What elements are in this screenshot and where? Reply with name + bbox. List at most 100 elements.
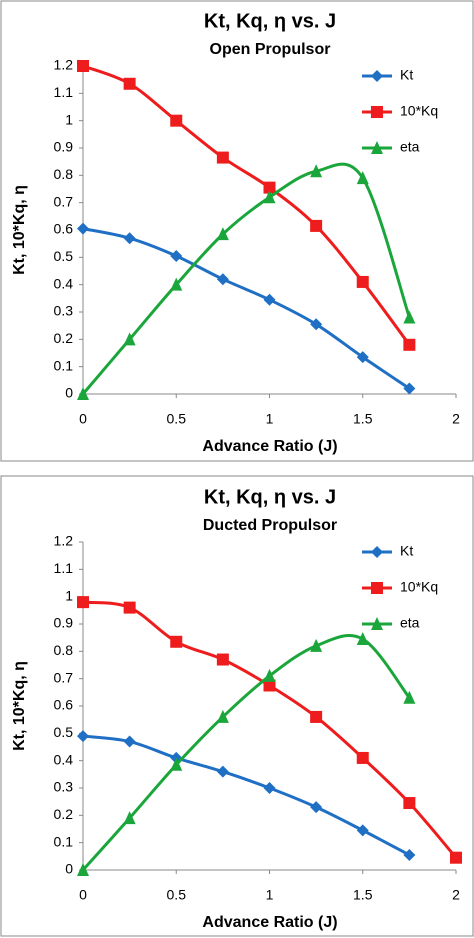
y-tick-label: 0.7	[54, 669, 74, 685]
y-tick-label: 1.1	[54, 84, 74, 100]
marker	[170, 114, 183, 127]
y-tick-label: 0	[65, 861, 73, 877]
chart-subtitle: Ducted Propulsor	[203, 517, 337, 534]
marker	[310, 318, 323, 331]
legend-label: 10*Kq	[400, 579, 438, 595]
marker	[216, 227, 229, 241]
y-tick-label: 0.3	[54, 303, 74, 319]
marker	[77, 222, 89, 235]
y-tick-label: 0	[65, 385, 73, 401]
legend-label: Kt	[400, 67, 413, 83]
y-tick-label: 0.1	[54, 357, 74, 373]
y-tick-label: 1	[65, 111, 73, 127]
marker	[263, 181, 276, 194]
x-tick-label: 0	[79, 887, 87, 903]
marker	[216, 765, 229, 778]
y-tick-label: 1.2	[54, 57, 74, 73]
marker	[371, 546, 383, 558]
marker	[123, 735, 136, 748]
marker	[123, 811, 136, 825]
y-tick-label: 0.7	[54, 193, 74, 209]
y-tick-label: 0.8	[54, 166, 74, 182]
marker	[170, 277, 183, 291]
y-tick-label: 0.6	[54, 697, 74, 713]
marker	[263, 293, 276, 306]
y-tick-label: 1	[65, 587, 73, 603]
marker	[310, 219, 323, 232]
marker	[216, 273, 229, 286]
marker	[216, 653, 229, 666]
marker	[310, 638, 323, 652]
marker	[77, 596, 89, 609]
marker	[170, 635, 183, 648]
x-axis-label: Advance Ratio (J)	[202, 438, 337, 455]
marker	[356, 351, 369, 364]
y-tick-label: 0.5	[54, 248, 74, 264]
marker	[403, 690, 416, 704]
chart-title: Kt, Kq, η vs. J	[204, 486, 336, 508]
x-tick-label: 1	[266, 887, 274, 903]
y-tick-label: 1.2	[54, 533, 74, 549]
legend-label: eta	[400, 139, 420, 155]
y-tick-label: 0.3	[54, 779, 74, 795]
y-tick-label: 1.1	[54, 560, 74, 576]
x-tick-label: 1	[266, 411, 274, 427]
marker	[123, 332, 136, 346]
marker	[123, 601, 136, 614]
marker	[371, 617, 383, 630]
marker	[356, 632, 369, 646]
y-tick-label: 0.2	[54, 806, 74, 822]
marker	[310, 164, 323, 178]
marker	[77, 730, 89, 743]
y-axis-label: Kt, 10*Kq, η	[11, 661, 28, 751]
y-tick-label: 0.1	[54, 833, 74, 849]
marker	[371, 141, 383, 154]
marker	[403, 338, 416, 351]
x-tick-label: 2	[452, 887, 460, 903]
marker	[403, 848, 416, 861]
marker	[356, 171, 369, 185]
x-tick-label: 1.5	[353, 887, 373, 903]
chart-subtitle: Open Propulsor	[210, 41, 331, 58]
y-tick-label: 0.4	[54, 275, 74, 291]
y-tick-label: 0.4	[54, 751, 74, 767]
y-tick-label: 0.2	[54, 330, 74, 346]
marker	[450, 851, 462, 864]
marker	[371, 70, 383, 82]
x-axis-label: Advance Ratio (J)	[202, 914, 337, 931]
x-tick-label: 1.5	[353, 411, 373, 427]
marker	[77, 387, 89, 400]
marker	[356, 275, 369, 288]
x-tick-label: 0.5	[167, 411, 187, 427]
marker	[403, 310, 416, 324]
marker	[310, 801, 323, 814]
legend-label: eta	[400, 615, 420, 631]
y-tick-label: 0.9	[54, 615, 74, 631]
x-tick-label: 0	[79, 411, 87, 427]
marker	[371, 106, 383, 118]
legend-label: Kt	[400, 543, 413, 559]
marker	[123, 77, 136, 90]
y-tick-label: 0.6	[54, 221, 74, 237]
marker	[371, 582, 383, 594]
marker	[216, 709, 229, 723]
marker	[403, 382, 416, 395]
y-axis-label: Kt, 10*Kq, η	[11, 185, 28, 275]
marker	[403, 797, 416, 810]
legend-label: 10*Kq	[400, 103, 438, 119]
y-tick-label: 0.9	[54, 139, 74, 155]
chart-title: Kt, Kq, η vs. J	[204, 10, 336, 32]
marker	[310, 710, 323, 723]
marker	[263, 190, 276, 204]
marker	[170, 757, 183, 771]
x-tick-label: 2	[452, 411, 460, 427]
marker	[263, 668, 276, 682]
marker	[216, 151, 229, 164]
y-tick-label: 0.8	[54, 642, 74, 658]
marker	[356, 751, 369, 764]
marker	[170, 249, 183, 262]
marker	[263, 679, 276, 692]
marker	[77, 863, 89, 876]
